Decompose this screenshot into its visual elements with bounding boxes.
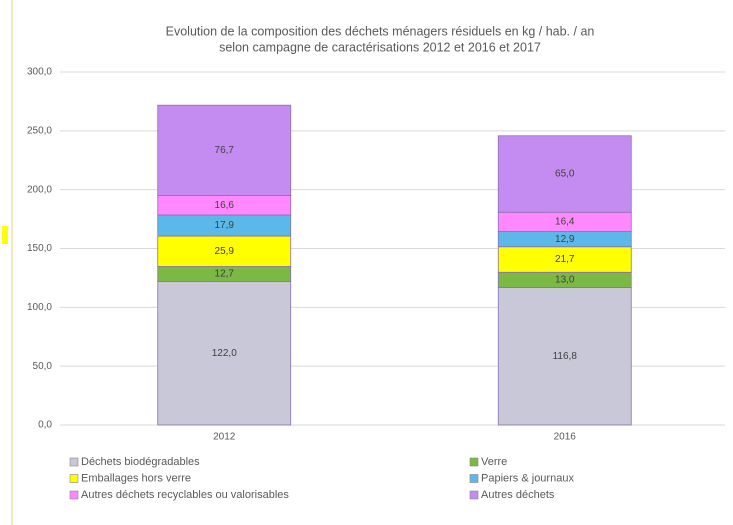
data-label: 25,9 — [215, 246, 235, 257]
y-tick-label: 200,0 — [27, 184, 52, 195]
bar-segment — [497, 246, 632, 273]
bar-segment — [497, 135, 632, 213]
data-label: 12,7 — [215, 269, 235, 280]
x-tick-label: 2016 — [554, 432, 577, 443]
legend-swatch — [69, 490, 79, 500]
data-label: 17,9 — [215, 220, 235, 231]
chart-title: Evolution de la composition des déchets … — [166, 24, 595, 38]
legend-swatch — [69, 457, 79, 467]
x-tick-label: 2012 — [213, 432, 236, 443]
data-label: 122,0 — [212, 348, 237, 359]
y-tick-label: 300,0 — [27, 67, 52, 78]
legend-swatch — [69, 474, 79, 483]
y-tick-label: 150,0 — [27, 243, 52, 254]
y-tick-label: 50,0 — [33, 361, 53, 372]
data-label: 16,4 — [555, 217, 575, 228]
legend-label: Papiers & journaux — [481, 472, 574, 484]
data-label: 12,9 — [555, 234, 575, 245]
data-label: 116,8 — [553, 351, 578, 362]
legend-label: Autres déchets — [481, 489, 555, 501]
legend-swatch — [469, 457, 479, 467]
legend-swatch — [469, 474, 479, 483]
data-label: 13,0 — [555, 275, 575, 286]
bar-segment — [157, 104, 292, 196]
y-tick-label: 250,0 — [27, 125, 52, 136]
side-marker — [2, 226, 8, 244]
bar-segment — [497, 287, 632, 426]
data-label: 21,7 — [555, 254, 575, 265]
data-label: 65,0 — [555, 169, 575, 180]
legend-label: Emballages hors verre — [81, 472, 191, 484]
bar-segment — [157, 281, 292, 426]
legend-label: Déchets biodégradables — [81, 456, 200, 468]
data-label: 76,7 — [215, 145, 235, 156]
legend-label: Autres déchets recyclables ou valorisabl… — [81, 489, 289, 501]
y-tick-label: 100,0 — [27, 302, 52, 313]
y-tick-label: 0,0 — [38, 420, 52, 431]
bar-segment — [157, 235, 292, 267]
data-label: 16,6 — [215, 200, 235, 211]
legend-label: Verre — [481, 456, 507, 468]
legend-swatch — [469, 490, 479, 500]
chart-title: selon campagne de caractérisations 2012 … — [219, 40, 541, 54]
